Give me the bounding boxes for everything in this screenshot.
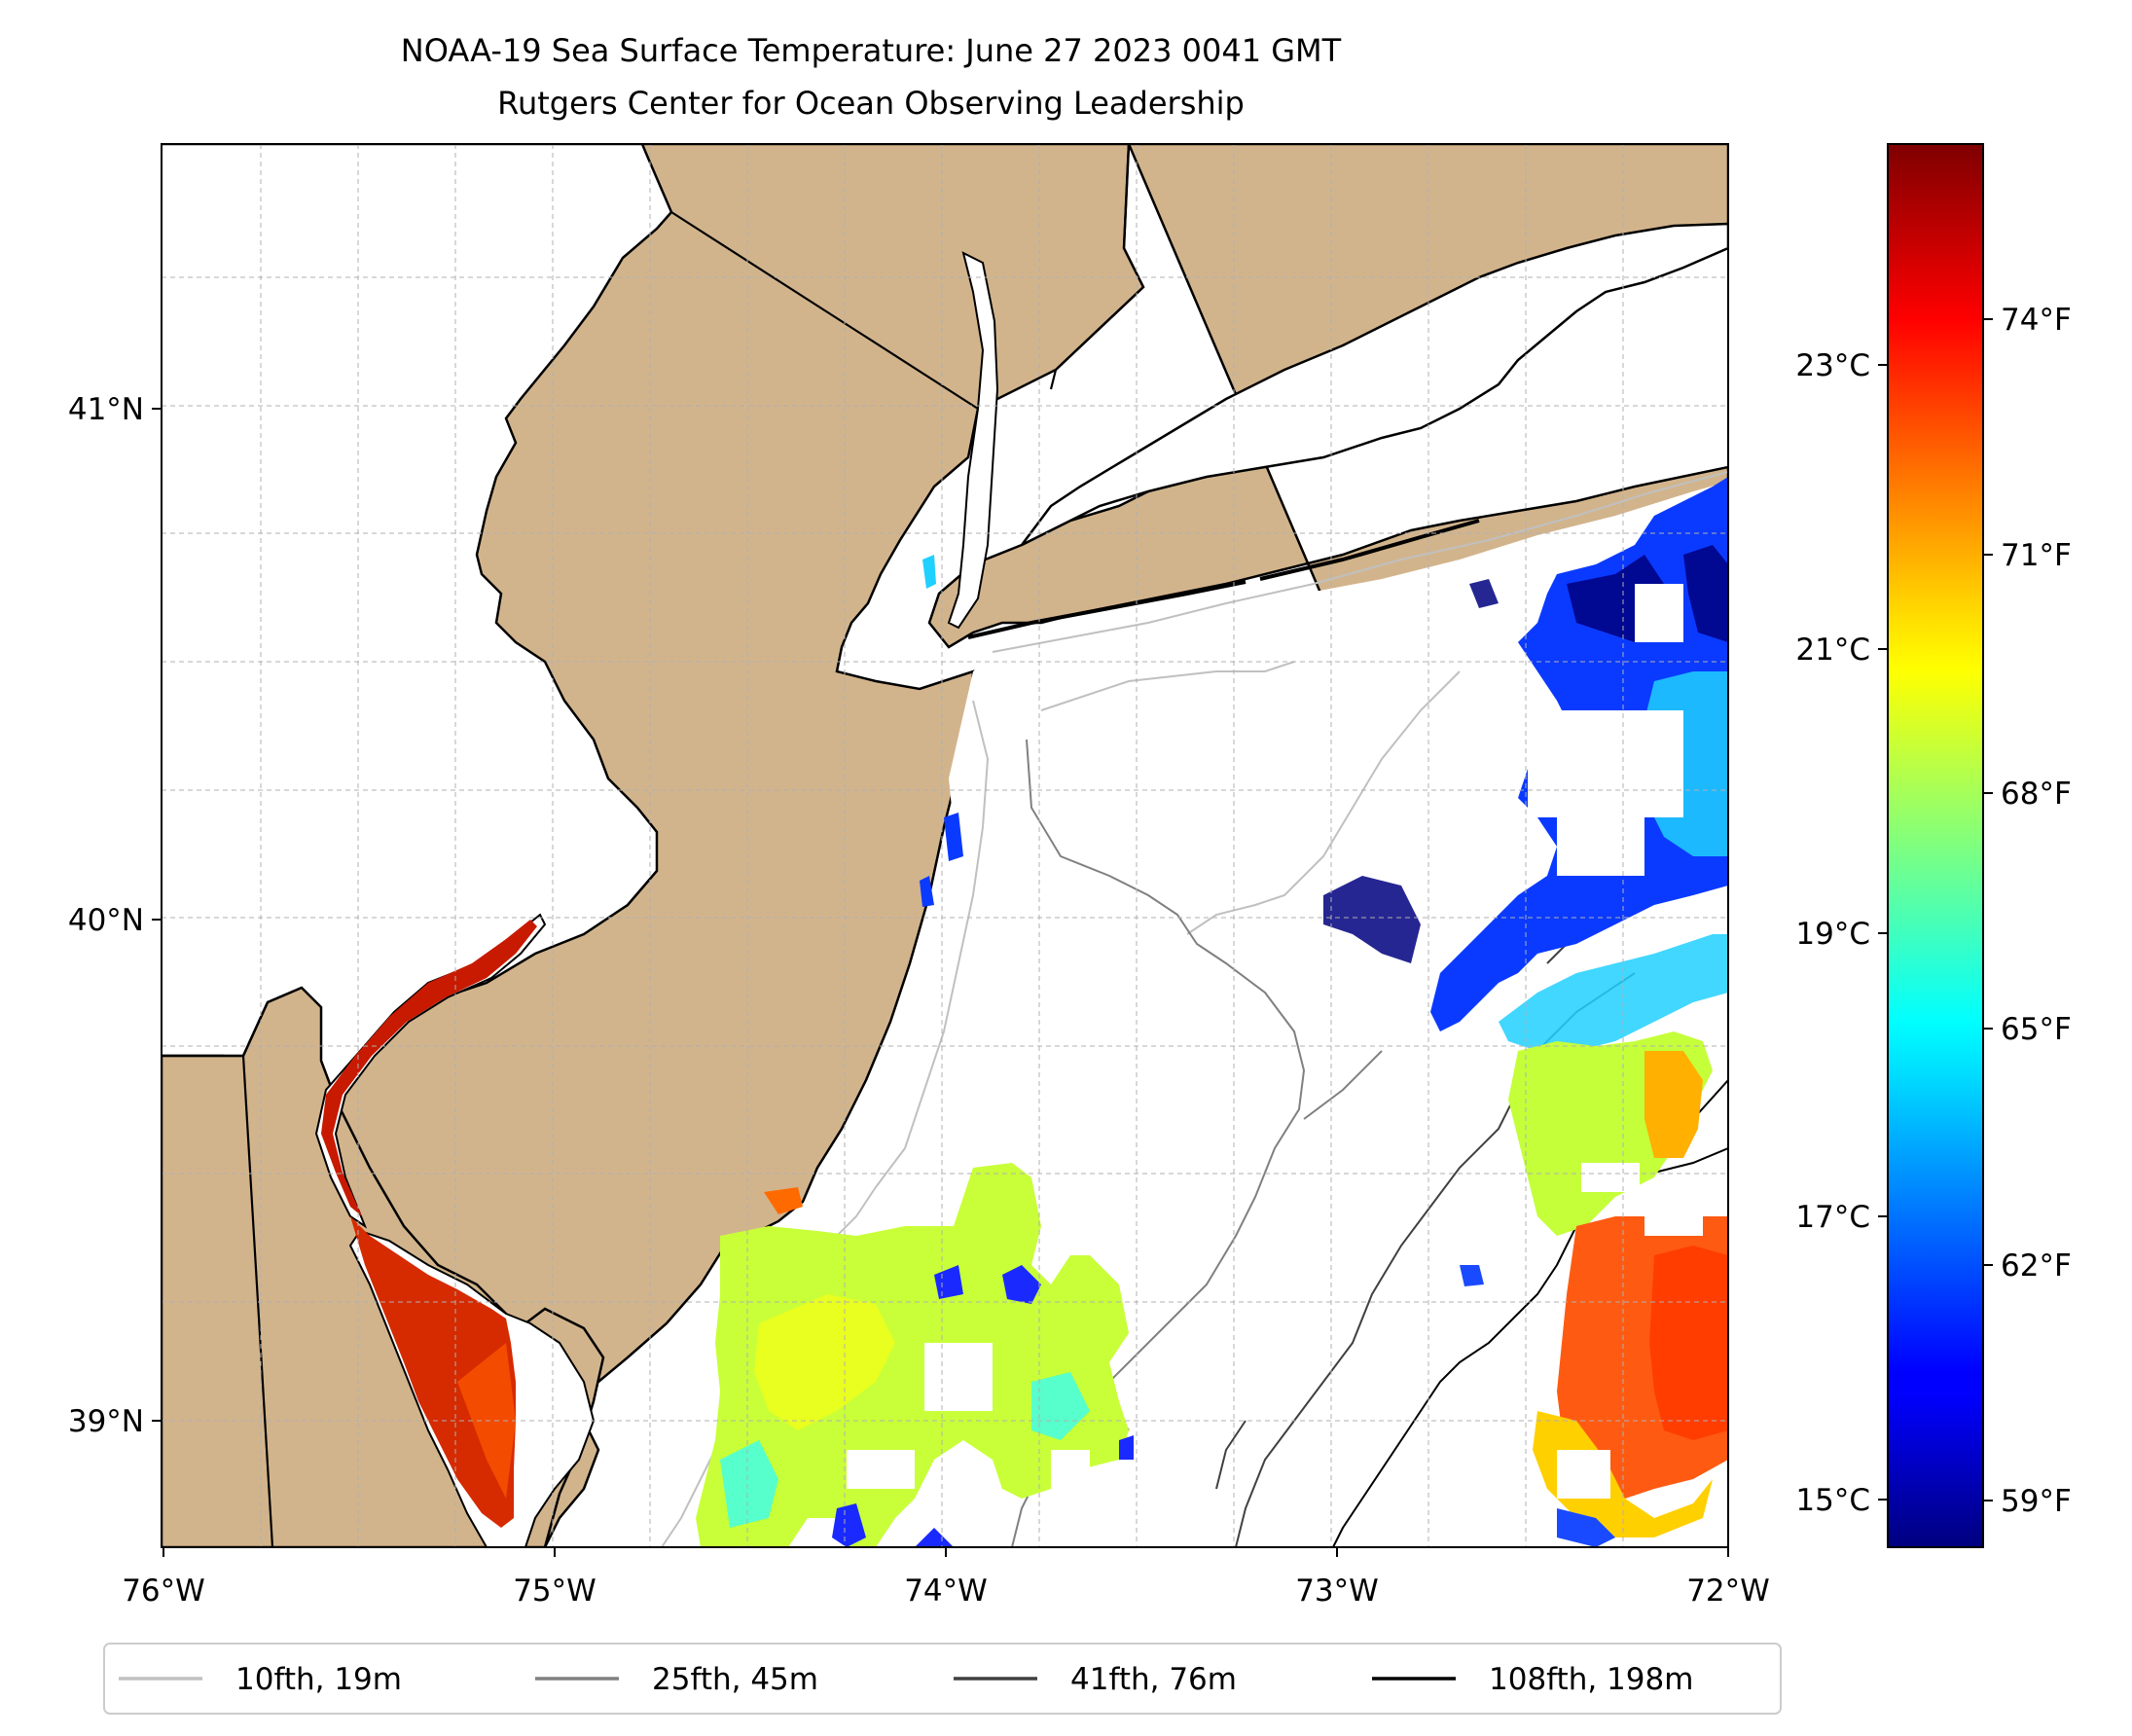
- map-title: NOAA-19 Sea Surface Temperature: June 27…: [400, 32, 1342, 69]
- colorbar: [1887, 143, 1984, 1548]
- lon-label-75w: 75°W: [513, 1573, 596, 1609]
- lat-label-39n: 39°N: [68, 1404, 144, 1439]
- lon-label-74w: 74°W: [904, 1573, 988, 1609]
- gridlines: [162, 144, 1728, 1547]
- south-shore-barrier: [967, 580, 1247, 639]
- sst-ny-harbor: [922, 555, 936, 589]
- sst-gulfstream-core: [1649, 1246, 1728, 1440]
- colorbar-c-17: 17°C: [1795, 1200, 1870, 1235]
- legend-label-76m: 41fth, 76m: [1070, 1662, 1237, 1697]
- sst-offshore-coldest: [1323, 545, 1728, 963]
- lon-label-73w: 73°W: [1295, 1573, 1379, 1609]
- sst-shelf-cool: [720, 1372, 1090, 1528]
- legend-label-45m: 25fth, 45m: [652, 1662, 818, 1697]
- map-subtitle: Rutgers Center for Ocean Observing Leade…: [497, 85, 1245, 122]
- sst-south-yellow: [1533, 1411, 1713, 1537]
- colorbar-c-19: 19°C: [1795, 917, 1870, 952]
- colorbar-f-68: 68°F: [2001, 777, 2072, 812]
- lat-label-40n: 40°N: [68, 903, 144, 938]
- lat-label-41n: 41°N: [68, 392, 144, 427]
- sst-delaware-river: [321, 920, 537, 1216]
- sst-delaware-bay: [350, 1216, 516, 1528]
- colorbar-f-71: 71°F: [2001, 538, 2072, 573]
- colorbar-f-74: 74°F: [2001, 303, 2072, 338]
- map-area: [162, 144, 1728, 1547]
- sst-cape-may: [764, 1187, 803, 1214]
- cloud-masks: [847, 584, 1703, 1499]
- delaware-river: [314, 913, 547, 1229]
- colorbar-c-15: 15°C: [1795, 1483, 1870, 1518]
- lon-label-76w: 76°W: [122, 1573, 205, 1609]
- colorbar-c-23: 23°C: [1795, 348, 1870, 383]
- hudson-river: [947, 251, 999, 630]
- colorbar-f-62: 62°F: [2001, 1248, 2072, 1284]
- lon-label-72w: 72°W: [1686, 1573, 1770, 1609]
- legend-label-19m: 10fth, 19m: [235, 1662, 402, 1697]
- colorbar-f-59: 59°F: [2001, 1484, 2072, 1519]
- colorbar-c-21: 21°C: [1795, 633, 1870, 668]
- colorbar-f-65: 65°F: [2001, 1012, 2072, 1047]
- colorbar-ticks: [1878, 318, 1993, 1501]
- contour-19m: [661, 471, 1728, 1547]
- legend: 10fth, 19m 25fth, 45m 41fth, 76m 108fth,…: [103, 1643, 1782, 1715]
- sst-shelf-south: [696, 1163, 1129, 1547]
- sst-nj-coast-cold: [920, 813, 963, 907]
- legend-label-198m: 108fth, 198m: [1489, 1662, 1693, 1697]
- sst-offshore-orange: [1644, 1051, 1703, 1158]
- legend-box: [103, 1643, 1782, 1715]
- fire-island: [1259, 519, 1480, 581]
- sst-shelf-warm-core: [754, 1294, 895, 1430]
- axis-ticks: [152, 408, 1729, 1557]
- long-island-sound: [1021, 222, 1728, 547]
- state-boundaries: [162, 144, 1145, 1547]
